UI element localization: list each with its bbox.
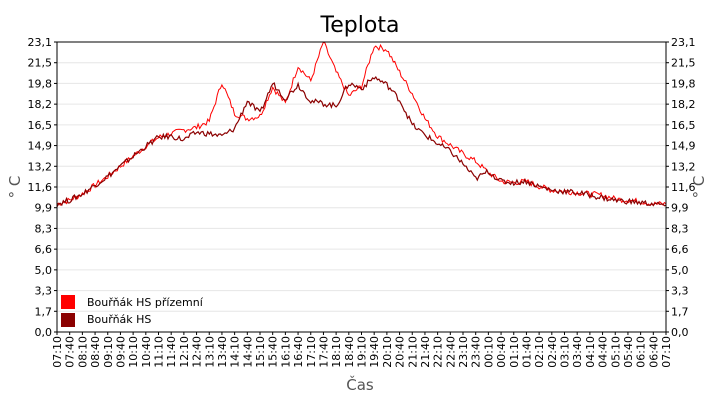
x-tick-label: 19:10 [356, 336, 369, 368]
y-tick-label-left: 9,9 [35, 202, 53, 215]
x-tick-label: 22:10 [432, 336, 445, 368]
x-tick-label: 18:10 [330, 336, 343, 368]
x-tick-label: 02:40 [546, 336, 559, 368]
x-tick-label: 14:10 [229, 336, 242, 368]
y-tick-label-left: 23,1 [28, 36, 53, 49]
x-tick-label: 17:10 [305, 336, 318, 368]
x-tick-label: 18:40 [343, 336, 356, 368]
y-tick-label-left: 13,2 [28, 160, 53, 173]
y-tick-label-left: 3,3 [35, 285, 53, 298]
y-tick-label-left: 0,0 [35, 326, 53, 339]
y-tick-label-left: 5,0 [35, 264, 53, 277]
y-tick-label-left: 14,9 [28, 140, 53, 153]
legend-swatch-series-1 [61, 295, 75, 309]
x-tick-label: 07:10 [660, 336, 673, 368]
plot-frame [56, 41, 667, 333]
x-tick-label: 11:40 [165, 336, 178, 368]
y-tick-label-left: 18,2 [28, 98, 53, 111]
y-tick-label-left: 6,6 [35, 243, 53, 256]
x-tick-label: 01:40 [520, 336, 533, 368]
x-tick-label: 22:40 [444, 336, 457, 368]
x-tick-label: 04:10 [584, 336, 597, 368]
y-tick-label-left: 16,5 [28, 119, 53, 132]
x-tick-label: 03:40 [571, 336, 584, 368]
y-tick-label-right: 13,2 [671, 160, 696, 173]
y-tick-label-right: 19,8 [671, 77, 696, 90]
x-tick-label: 10:40 [140, 336, 153, 368]
x-tick-label: 00:10 [482, 336, 495, 368]
x-tick-label: 16:10 [279, 336, 292, 368]
y-tick-label-right: 14,9 [671, 140, 696, 153]
chart-title: Teplota [320, 13, 400, 38]
x-tick-label: 04:40 [597, 336, 610, 368]
x-tick-label: 23:40 [470, 336, 483, 368]
x-tick-label: 19:40 [368, 336, 381, 368]
x-tick-label: 12:10 [178, 336, 191, 368]
y-axis-label-right: ° C [690, 176, 708, 199]
y-tick-label-right: 21,5 [671, 57, 696, 70]
y-tick-label-left: 19,8 [28, 77, 53, 90]
y-tick-label-left: 11,6 [28, 181, 53, 194]
x-tick-label: 05:40 [622, 336, 635, 368]
y-tick-label-left: 21,5 [28, 57, 53, 70]
y-axis-right-ticks: 0,0 1,7 3,3 5,0 6,6 8,3 9,9 11,6 13,2 14,9 16,5 18,… [666, 36, 696, 339]
x-tick-label: 08:40 [89, 336, 102, 368]
x-tick-label: 07:40 [64, 336, 77, 368]
legend-swatch-series-2 [61, 313, 75, 327]
x-axis-label: Čas [346, 375, 374, 394]
x-tick-label: 05:10 [609, 336, 622, 368]
y-tick-label-left: 1,7 [35, 305, 53, 318]
x-tick-label: 23:10 [457, 336, 470, 368]
x-tick-label: 09:10 [102, 336, 115, 368]
y-tick-label-right: 3,3 [671, 285, 689, 298]
x-tick-label: 07:10 [51, 336, 64, 368]
y-tick-label-right: 8,3 [671, 222, 689, 235]
x-tick-label: 02:10 [533, 336, 546, 368]
series-line-1 [56, 41, 667, 207]
y-tick-label-right: 1,7 [671, 305, 689, 318]
y-tick-label-right: 5,0 [671, 264, 689, 277]
y-axis-label-left: ° C [6, 176, 24, 199]
x-tick-label: 00:40 [495, 336, 508, 368]
x-tick-label: 08:10 [76, 336, 89, 368]
x-tick-label: 11:10 [153, 336, 166, 368]
x-tick-label: 01:10 [508, 336, 521, 368]
x-tick-label: 12:40 [191, 336, 204, 368]
legend: Bouřňák HS přízemní Bouřňák HS [61, 295, 204, 327]
x-tick-label: 06:10 [635, 336, 648, 368]
y-tick-label-right: 23,1 [671, 36, 696, 49]
x-axis-ticks: 07:10 07:40 08:10 08:40 09:10 09:40 10:10 10:40… [51, 332, 673, 368]
legend-label-series-2: Bouřňák HS [87, 313, 151, 326]
y-tick-label-right: 0,0 [671, 326, 689, 339]
x-tick-label: 20:10 [381, 336, 394, 368]
x-tick-label: 17:40 [317, 336, 330, 368]
x-tick-label: 21:10 [406, 336, 419, 368]
y-tick-label-right: 18,2 [671, 98, 696, 111]
x-tick-label: 03:10 [559, 336, 572, 368]
y-tick-label-right: 16,5 [671, 119, 696, 132]
grid [57, 62, 666, 312]
y-tick-label-left: 8,3 [35, 222, 53, 235]
x-tick-label: 16:40 [292, 336, 305, 368]
y-tick-label-right: 11,6 [671, 181, 696, 194]
x-tick-label: 21:40 [419, 336, 432, 368]
series-line-2 [56, 75, 667, 207]
x-tick-label: 14:40 [241, 336, 254, 368]
y-axis-left-ticks: 0,0 1,7 3,3 5,0 6,6 8,3 9,9 11,6 13,2 14,9 16,5 18,… [28, 36, 57, 339]
x-tick-label: 13:40 [216, 336, 229, 368]
x-tick-label: 06:40 [647, 336, 660, 368]
x-tick-label: 15:10 [254, 336, 267, 368]
y-tick-label-right: 9,9 [671, 202, 689, 215]
x-tick-label: 10:10 [127, 336, 140, 368]
legend-label-series-1: Bouřňák HS přízemní [87, 296, 204, 309]
x-tick-label: 15:40 [267, 336, 280, 368]
x-tick-label: 09:40 [114, 336, 127, 368]
series-lines [56, 41, 667, 207]
y-tick-label-right: 6,6 [671, 243, 689, 256]
x-tick-label: 20:40 [394, 336, 407, 368]
x-tick-label: 13:10 [203, 336, 216, 368]
